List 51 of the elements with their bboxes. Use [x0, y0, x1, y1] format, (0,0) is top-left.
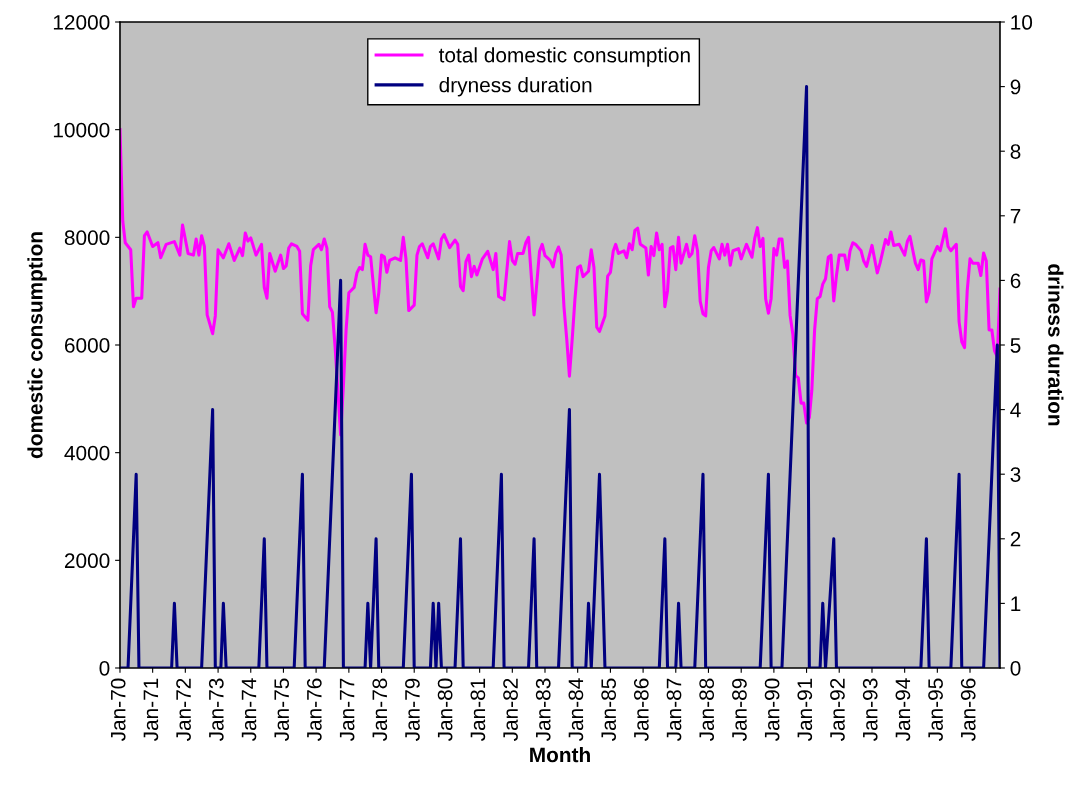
y-tick-label: 10000: [53, 122, 110, 138]
x-tick-label: Jan-71: [143, 678, 159, 742]
x-tick-label: Jan-90: [764, 678, 780, 742]
x-tick-label: Jan-78: [372, 678, 388, 742]
y-tick-label: 2000: [64, 553, 110, 569]
y2-tick-label: 1: [1011, 596, 1021, 611]
x-tick-label: Jan-77: [339, 678, 355, 742]
y2-tick-label: 5: [1010, 338, 1021, 353]
y-tick-label: 0: [99, 660, 110, 676]
x-tick-label: Jan-83: [535, 678, 551, 742]
line-series: [119, 128, 1000, 437]
x-tick-label: Jan-96: [960, 678, 976, 742]
y2-tick-label: 4: [1010, 402, 1021, 418]
x-tick-label: Jan-87: [666, 678, 682, 742]
y2-tick-label: 0: [1010, 660, 1021, 676]
x-tick-label: Jan-80: [437, 678, 453, 742]
y2-tick-label: 7: [1010, 209, 1021, 224]
x-tick-label: Jan-79: [405, 678, 420, 742]
x-tick-label: Jan-70: [110, 678, 126, 742]
y2-tick-label: 8: [1010, 144, 1021, 159]
legend-label: total domestic consumption: [438, 47, 690, 67]
x-tick-label: Jan-95: [928, 678, 943, 742]
x-tick-label: Jan-82: [503, 678, 518, 742]
x-tick-label: Jan-89: [732, 678, 747, 742]
y2-axis-title: driness duration: [1048, 264, 1064, 426]
x-tick-label: Jan-94: [895, 678, 911, 742]
y2-tick-label: 6: [1010, 273, 1021, 289]
y-tick-label: 6000: [64, 338, 110, 353]
x-tick-label: Jan-86: [633, 678, 649, 742]
y2-tick-label: 10: [1011, 15, 1033, 30]
y2-tick-label: 3: [1010, 467, 1021, 482]
legend-label: dryness duration: [439, 77, 592, 97]
y-tick-label: 4000: [64, 445, 110, 461]
x-tick-label: Jan-73: [208, 678, 224, 742]
y-axis-title: domestic consumption: [27, 232, 47, 459]
x-tick-label: Jan-76: [306, 678, 322, 742]
y2-tick-label: 2: [1010, 531, 1021, 547]
x-tick-label: Jan-91: [797, 678, 813, 742]
x-tick-label: Jan-81: [470, 678, 486, 742]
x-tick-label: Jan-88: [699, 678, 715, 742]
y2-tick-label: 9: [1010, 79, 1021, 95]
x-tick-label: Jan-92: [830, 678, 845, 742]
x-tick-label: Jan-74: [241, 678, 257, 742]
y-tick-label: 8000: [64, 230, 110, 246]
x-tick-label: Jan-85: [601, 678, 617, 742]
x-tick-label: Jan-84: [568, 678, 584, 742]
x-tick-label: Jan-75: [274, 678, 290, 742]
x-tick-label: Jan-93: [862, 678, 878, 742]
y-tick-label: 12000: [53, 15, 110, 30]
x-axis-title: Month: [530, 746, 590, 763]
x-tick-label: Jan-72: [176, 678, 191, 742]
